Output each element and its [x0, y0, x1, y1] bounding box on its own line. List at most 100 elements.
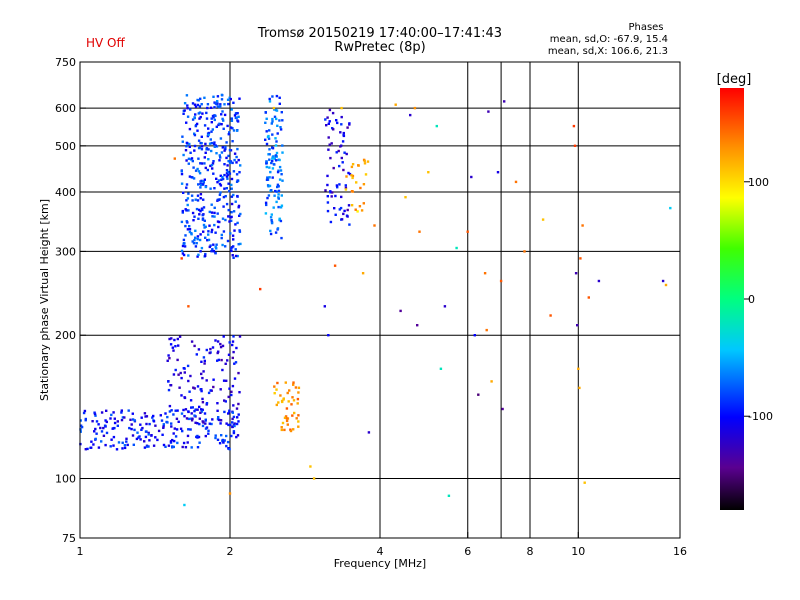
echo-point — [183, 415, 186, 418]
echo-point — [264, 111, 267, 114]
echo-point — [335, 151, 338, 154]
echo-point — [174, 409, 177, 412]
echo-point — [238, 391, 241, 394]
echo-point — [226, 173, 230, 177]
echo-point — [201, 112, 204, 115]
echo-point — [178, 335, 182, 338]
echo-point — [226, 98, 230, 101]
echo-point — [185, 220, 188, 223]
echo-point — [225, 187, 228, 190]
echo-point — [175, 428, 179, 431]
echo-point — [215, 243, 218, 246]
echo-point — [226, 177, 229, 180]
echo-point — [197, 99, 200, 102]
echo-point — [198, 441, 201, 444]
echo-point — [207, 158, 210, 161]
echo-point — [227, 182, 230, 185]
echo-point — [330, 195, 333, 198]
echo-point — [194, 124, 197, 128]
echo-point — [84, 448, 87, 451]
echo-point — [196, 194, 200, 197]
echo-point — [94, 427, 97, 431]
echo-point — [344, 184, 347, 187]
echo-point — [180, 376, 183, 380]
echo-point — [198, 238, 202, 242]
echo-point — [268, 129, 271, 132]
echo-point — [177, 373, 180, 376]
echo-point — [187, 428, 190, 431]
echo-point — [218, 193, 222, 196]
echo-point — [162, 426, 165, 429]
echo-point — [187, 417, 190, 421]
echo-point — [473, 334, 476, 337]
echo-point — [199, 162, 202, 165]
echo-point — [470, 175, 473, 179]
echo-point — [230, 187, 233, 190]
echo-point — [194, 105, 198, 108]
echo-point — [219, 342, 222, 346]
echo-point — [226, 359, 229, 362]
echo-point — [190, 176, 193, 179]
echo-point — [273, 115, 277, 118]
echo-point — [363, 162, 367, 165]
echo-point — [268, 148, 271, 151]
echo-point — [274, 154, 278, 157]
echo-point — [196, 422, 199, 425]
echo-point — [167, 388, 171, 392]
echo-point — [265, 160, 268, 163]
echo-point — [280, 236, 283, 240]
echo-point — [297, 425, 300, 428]
echo-point — [204, 166, 207, 170]
echo-point — [342, 134, 346, 138]
echo-point — [116, 420, 119, 423]
echo-point — [288, 389, 291, 392]
echo-point — [184, 149, 188, 152]
echo-point — [200, 360, 203, 363]
grid-lines — [80, 62, 680, 538]
echo-point — [278, 96, 281, 99]
echo-point — [477, 393, 480, 396]
echo-point — [214, 339, 217, 342]
echo-point — [84, 419, 87, 422]
echo-point — [221, 217, 225, 220]
y-tick-label: 600 — [55, 102, 76, 115]
echo-point — [210, 250, 213, 253]
echo-point — [204, 151, 207, 154]
echo-point — [278, 119, 281, 122]
echo-point — [218, 154, 221, 157]
echo-point — [236, 119, 239, 122]
echo-point — [187, 157, 191, 160]
echo-point — [340, 195, 343, 199]
echo-point — [221, 344, 225, 348]
echo-point — [151, 416, 154, 419]
echo-point — [202, 198, 205, 201]
echo-point — [326, 209, 330, 213]
echo-point — [219, 191, 222, 194]
echo-point — [266, 176, 269, 179]
echo-point — [176, 441, 179, 445]
echo-point — [274, 144, 278, 147]
echo-point — [278, 178, 282, 181]
echo-point — [195, 122, 199, 126]
echo-point — [573, 144, 577, 147]
echo-point — [351, 176, 354, 180]
echo-point — [200, 246, 204, 250]
echo-point — [193, 144, 197, 148]
echo-point — [233, 114, 237, 117]
echo-point — [277, 169, 280, 172]
echo-point — [281, 151, 284, 154]
echo-point — [200, 148, 204, 151]
echo-point — [237, 402, 240, 406]
echo-point — [227, 353, 231, 356]
echo-point — [329, 220, 333, 224]
echo-point — [266, 184, 270, 187]
echo-point — [499, 279, 503, 283]
echo-point — [223, 103, 226, 106]
echo-point — [231, 140, 234, 143]
echo-point — [221, 110, 224, 113]
echo-point — [211, 215, 214, 218]
echo-point — [176, 358, 179, 362]
echo-point — [232, 335, 235, 338]
echo-point — [211, 248, 214, 251]
